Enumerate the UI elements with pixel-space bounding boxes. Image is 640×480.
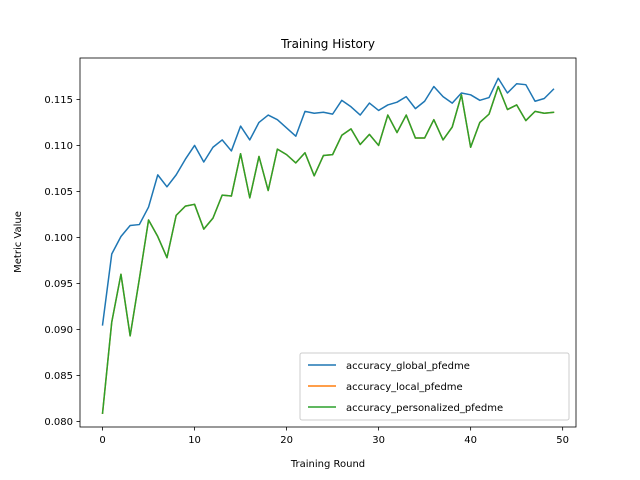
legend: accuracy_global_pfedme accuracy_local_pfe… [299,352,570,421]
legend-label: accuracy_global_pfedme [346,361,470,372]
series-lines [101,77,555,415]
plot-frame [79,57,577,428]
x-tick-label: 0 [99,435,105,446]
y-axis-ticks: 0.080 0.085 0.090 0.095 0.100 0.105 0.110 0.115 [44,95,80,428]
series-line-accuracy_global_pfedme [101,77,555,326]
x-axis-ticks: 0 10 20 30 40 50 [99,427,569,446]
series-line-accuracy_personalized_pfedme [101,85,555,415]
legend-label: accuracy_local_pfedme [346,382,463,393]
chart-title: Training History [280,37,375,51]
y-tick-label: 0.105 [44,187,73,198]
y-tick-label: 0.095 [44,279,73,290]
y-axis-label: Metric Value [13,211,24,273]
legend-label: accuracy_personalized_pfedme [346,403,503,414]
y-tick-label: 0.080 [44,417,73,428]
legend-frame [299,352,570,421]
y-tick-label: 0.100 [44,233,73,244]
y-tick-label: 0.115 [44,95,73,106]
y-tick-label: 0.085 [44,371,73,382]
y-tick-label: 0.110 [44,141,73,152]
x-tick-label: 20 [280,435,293,446]
x-tick-label: 30 [372,435,385,446]
y-tick-label: 0.090 [44,325,73,336]
x-tick-label: 40 [464,435,477,446]
x-tick-label: 10 [188,435,201,446]
x-tick-label: 50 [556,435,569,446]
x-axis-label: Training Round [290,459,365,470]
